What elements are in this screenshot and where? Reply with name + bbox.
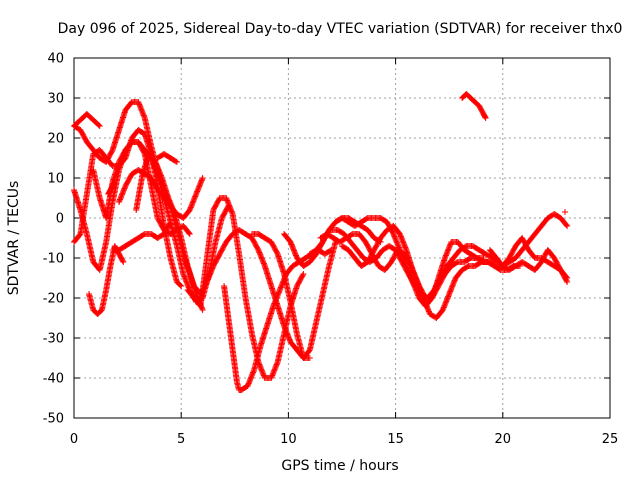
y-tick-label: 10	[47, 172, 64, 187]
y-tick-label: -10	[43, 252, 64, 267]
series-track-20	[339, 223, 487, 301]
data-point	[199, 175, 206, 181]
data-point	[141, 149, 148, 156]
x-axis-label: GPS time / hours	[281, 458, 398, 474]
y-tick-label: -40	[43, 372, 64, 387]
data-point	[120, 259, 127, 265]
data-point	[563, 277, 570, 284]
y-tick-label: 40	[47, 52, 64, 67]
series-track-11	[154, 151, 180, 165]
series-track-15	[248, 231, 339, 361]
series-track-22	[486, 247, 571, 281]
data-point	[111, 179, 118, 185]
data-point	[480, 255, 487, 261]
data-point	[564, 223, 571, 229]
y-axis: -50 -40 -30 -20 -10 0 10 20 30 40	[43, 52, 610, 427]
data-point	[119, 257, 126, 264]
data-point	[173, 159, 180, 165]
data-point	[299, 272, 306, 279]
data-point	[300, 271, 307, 277]
series-track-24	[561, 209, 568, 215]
data-point	[482, 115, 489, 121]
x-axis: 0 5 10 15 20 25	[70, 58, 618, 447]
y-tick-label: -30	[43, 332, 64, 347]
data-point	[96, 123, 103, 129]
data-point	[561, 209, 568, 215]
series-track-5	[86, 243, 127, 317]
data-point	[306, 355, 313, 361]
data-point	[199, 307, 206, 313]
series-track-18	[317, 231, 523, 321]
series-track-12	[184, 195, 307, 381]
series-track-10	[133, 151, 313, 361]
data-point	[482, 114, 489, 120]
data-point	[186, 231, 193, 237]
series-track-23	[499, 235, 571, 285]
series-track-13	[221, 283, 245, 393]
data-point	[167, 219, 174, 225]
y-tick-label: -50	[43, 412, 64, 427]
series-track-7	[105, 179, 118, 197]
x-tick-label: 20	[495, 432, 512, 447]
plot-frame	[73, 57, 611, 419]
data-point	[95, 122, 102, 129]
series-track-14	[238, 247, 335, 393]
x-tick-label: 0	[70, 432, 78, 447]
y-tick-label: -20	[43, 292, 64, 307]
y-tick-label: 20	[47, 132, 64, 147]
data-point	[178, 283, 185, 289]
data-point	[563, 222, 570, 228]
y-axis-label: SDTVAR / TECUs	[6, 181, 22, 296]
y-tick-label: 0	[56, 212, 64, 227]
series-track-6	[90, 139, 193, 237]
series-track-21	[459, 91, 489, 121]
data-point	[166, 220, 173, 227]
x-tick-label: 10	[280, 432, 297, 447]
data-points	[71, 91, 571, 393]
grid	[74, 58, 610, 418]
chart-title: Day 096 of 2025, Sidereal Day-to-day VTE…	[58, 21, 623, 37]
x-tick-label: 5	[177, 432, 185, 447]
data-point	[172, 158, 179, 165]
series-track-8	[109, 219, 174, 253]
x-tick-label: 15	[387, 432, 404, 447]
data-point	[185, 230, 192, 236]
data-point	[177, 282, 184, 289]
y-tick-label: 30	[47, 92, 64, 107]
data-point	[111, 180, 118, 186]
x-tick-label: 25	[602, 432, 619, 447]
data-point	[564, 279, 571, 285]
series-track-17	[306, 211, 571, 309]
